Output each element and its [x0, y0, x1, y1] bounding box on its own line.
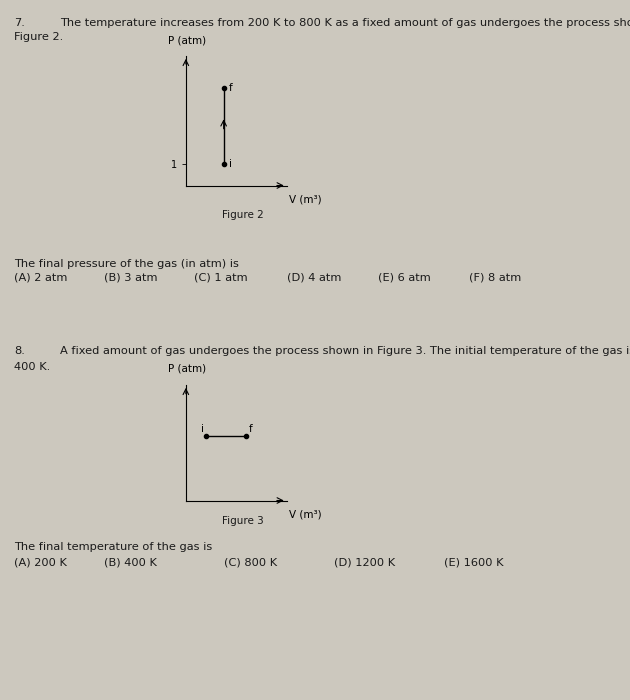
Text: P (atm): P (atm) [168, 363, 207, 374]
Text: V (m³): V (m³) [289, 194, 322, 204]
Text: The final temperature of the gas is: The final temperature of the gas is [14, 542, 212, 552]
Text: V (m³): V (m³) [289, 510, 322, 519]
Text: (A) 200 K: (A) 200 K [14, 557, 67, 567]
Text: (D) 4 atm: (D) 4 atm [287, 273, 341, 283]
Text: (E) 6 atm: (E) 6 atm [378, 273, 431, 283]
Text: (D) 1200 K: (D) 1200 K [334, 557, 395, 567]
Text: The final pressure of the gas (in atm) is: The final pressure of the gas (in atm) i… [14, 259, 239, 269]
Text: (C) 1 atm: (C) 1 atm [194, 273, 248, 283]
Text: (F) 8 atm: (F) 8 atm [469, 273, 522, 283]
Text: 400 K.: 400 K. [14, 362, 50, 372]
Text: Figure 2: Figure 2 [222, 210, 263, 220]
Text: A fixed amount of gas undergoes the process shown in Figure 3. The initial tempe: A fixed amount of gas undergoes the proc… [60, 346, 630, 356]
Text: Figure 2.: Figure 2. [14, 32, 63, 41]
Text: i: i [229, 159, 232, 169]
Text: (E) 1600 K: (E) 1600 K [444, 557, 503, 567]
Text: (B) 3 atm: (B) 3 atm [104, 273, 158, 283]
Text: Figure 3: Figure 3 [222, 516, 263, 526]
Text: 7.: 7. [14, 18, 25, 27]
Text: P (atm): P (atm) [168, 35, 207, 46]
Text: f: f [229, 83, 232, 93]
Text: (A) 2 atm: (A) 2 atm [14, 273, 67, 283]
Text: The temperature increases from 200 K to 800 K as a fixed amount of gas undergoes: The temperature increases from 200 K to … [60, 18, 630, 27]
Text: 8.: 8. [14, 346, 25, 356]
Text: (B) 400 K: (B) 400 K [104, 557, 157, 567]
Text: i: i [201, 424, 204, 434]
Text: (C) 800 K: (C) 800 K [224, 557, 277, 567]
Text: f: f [249, 424, 253, 434]
